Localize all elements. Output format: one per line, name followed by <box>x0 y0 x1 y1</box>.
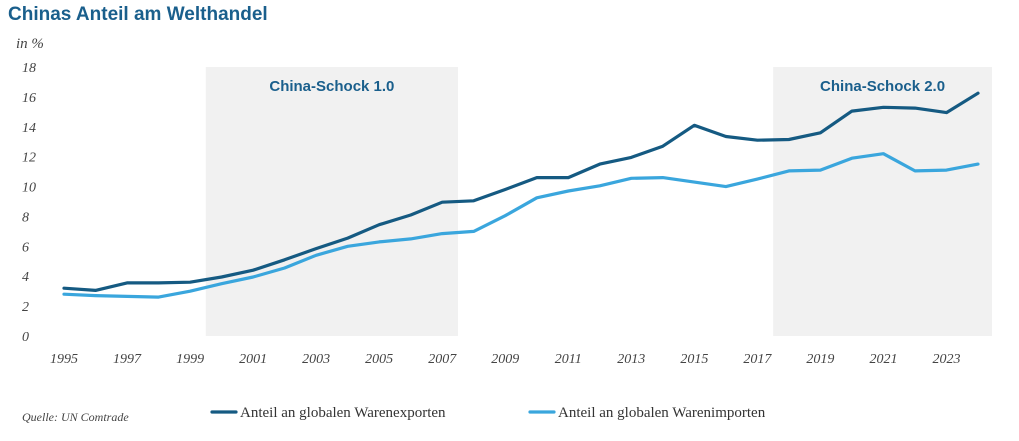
x-tick-label: 2011 <box>555 352 582 367</box>
y-tick-label: 8 <box>22 210 29 225</box>
legend-label-2: Anteil an globalen Warenimporten <box>558 405 766 421</box>
series-line-imports <box>62 152 980 299</box>
x-tick-label: 2003 <box>302 352 330 367</box>
y-tick-label: 6 <box>22 240 29 255</box>
band-labels: China-Schock 1.0 China-Schock 2.0 <box>269 78 945 95</box>
x-axis-ticks: 1995 1997 1999 2001 2003 2005 2007 2009 2011 2013… <box>50 352 960 367</box>
x-tick-label: 2021 <box>869 352 897 367</box>
x-tick-label: 2007 <box>428 352 457 367</box>
y-axis-ticks: 0 2 4 6 8 10 12 14 16 18 <box>22 61 36 345</box>
y-tick-label: 14 <box>22 121 36 136</box>
y-tick-label: 2 <box>22 300 29 315</box>
y-tick-label: 16 <box>22 91 36 106</box>
x-tick-label: 2017 <box>743 352 772 367</box>
x-tick-label: 1997 <box>113 352 142 367</box>
highlight-band-1 <box>205 67 458 336</box>
x-tick-label: 2005 <box>365 352 393 367</box>
x-tick-label: 1999 <box>176 352 204 367</box>
x-tick-label: 2009 <box>491 352 519 367</box>
highlight-bands <box>205 67 992 336</box>
y-axis-unit-label: in % <box>16 36 44 52</box>
series-line-exports <box>62 91 980 292</box>
y-tick-label: 4 <box>22 270 29 285</box>
x-tick-label: 2013 <box>617 352 645 367</box>
x-tick-label: 2023 <box>932 352 960 367</box>
x-tick-label: 1995 <box>50 352 78 367</box>
source-note: Quelle: UN Comtrade <box>22 410 129 424</box>
chart-title: Chinas Anteil am Welthandel <box>8 4 268 25</box>
highlight-band-2 <box>773 67 992 336</box>
legend-label-1: Anteil an globalen Warenexporten <box>240 405 446 421</box>
y-tick-label: 10 <box>22 181 36 196</box>
x-tick-label: 2015 <box>680 352 708 367</box>
band-label-2: China-Schock 2.0 <box>820 78 945 95</box>
band-label-1: China-Schock 1.0 <box>269 78 394 95</box>
y-tick-label: 0 <box>22 330 29 345</box>
x-tick-label: 2001 <box>239 352 267 367</box>
legend: Anteil an globalen Warenexporten Anteil a… <box>210 405 766 421</box>
x-tick-label: 2019 <box>806 352 834 367</box>
y-tick-label: 18 <box>22 61 36 76</box>
series-lines <box>62 91 980 299</box>
y-tick-label: 12 <box>22 151 36 166</box>
